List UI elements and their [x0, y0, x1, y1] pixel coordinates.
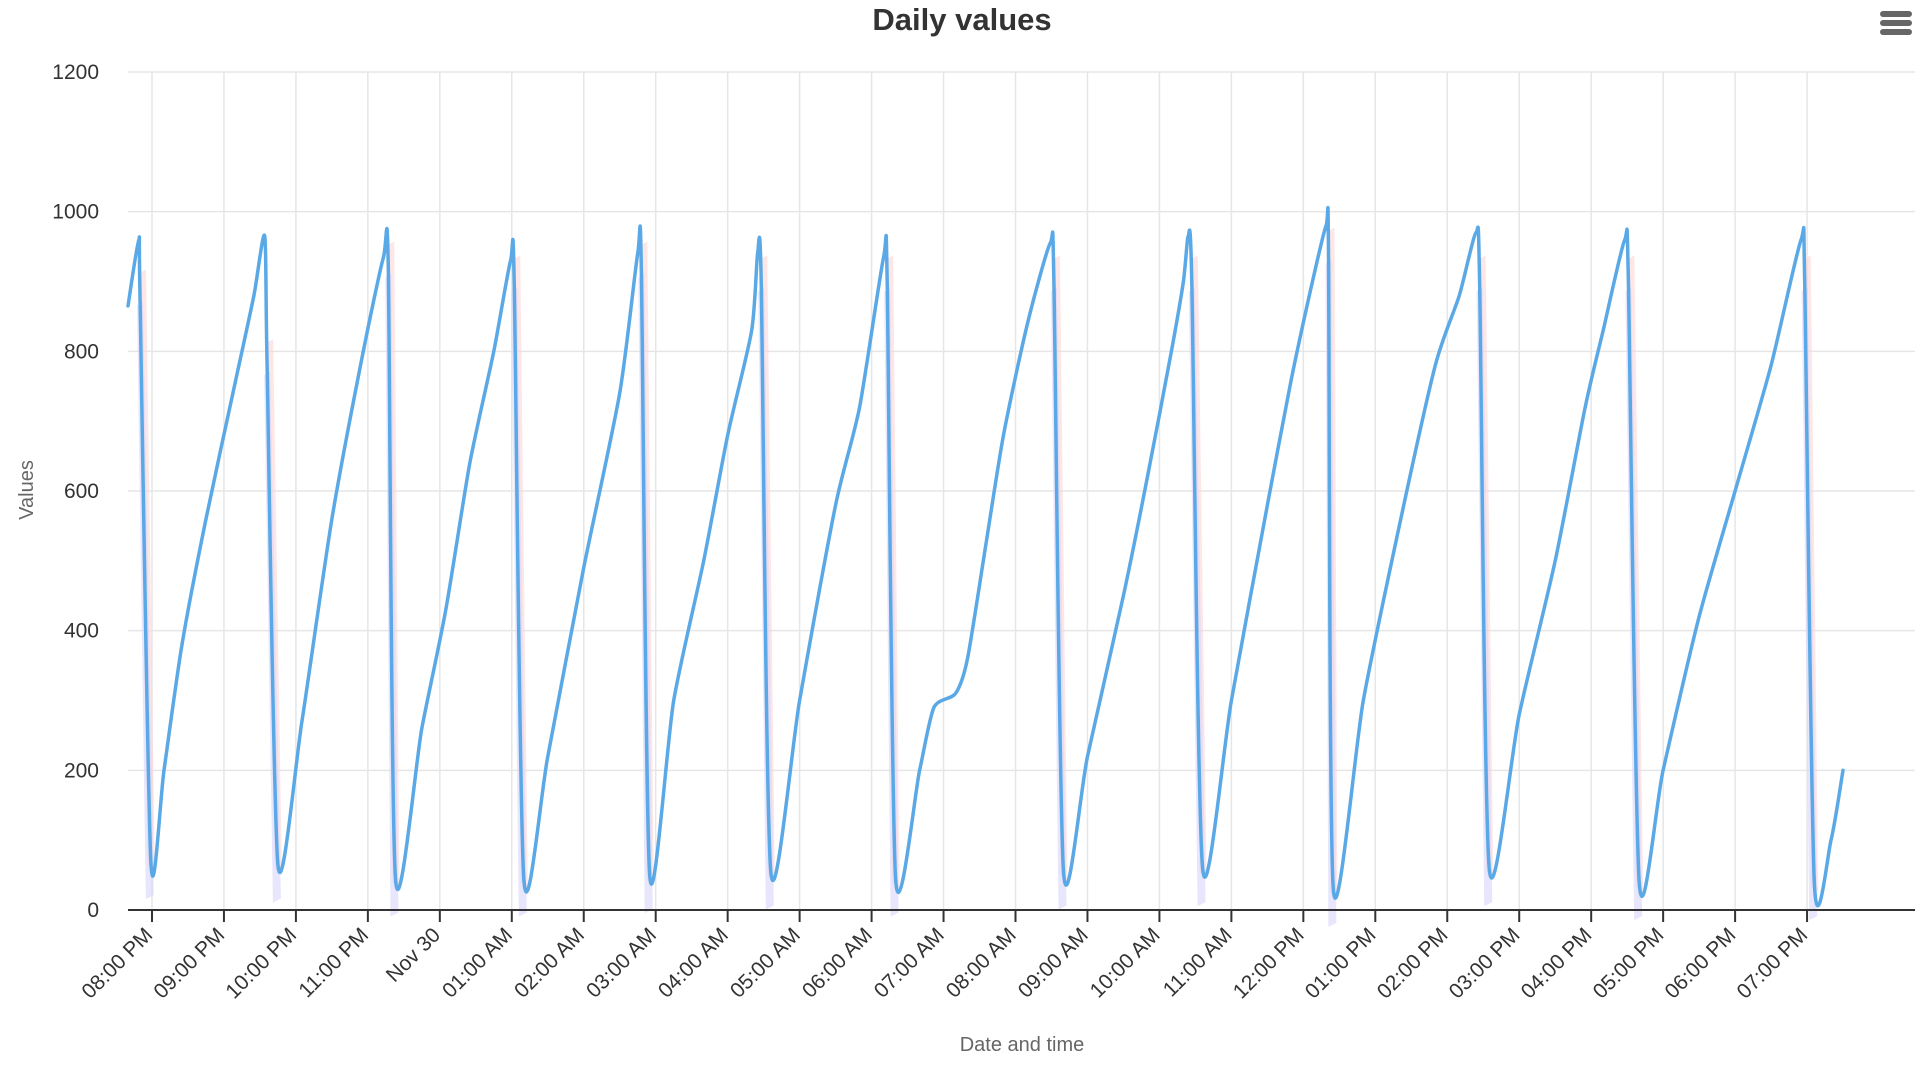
x-tick-label: 01:00 AM	[438, 924, 517, 1003]
x-tick-label: 06:00 PM	[1661, 924, 1741, 1004]
series-line	[126, 205, 1845, 908]
x-tick-label: 11:00 PM	[294, 924, 373, 1003]
y-axis-title: Values	[16, 460, 38, 520]
x-tick-label: 03:00 AM	[582, 924, 661, 1003]
x-tick-label: 04:00 AM	[654, 924, 733, 1003]
y-tick-label: 400	[64, 620, 99, 643]
x-tick-label: Nov 30	[382, 924, 445, 987]
x-tick-label: 08:00 AM	[942, 924, 1021, 1003]
y-tick-label: 1200	[52, 61, 99, 84]
x-axis-title: Date and time	[960, 1034, 1085, 1056]
y-tick-label: 1000	[52, 201, 99, 224]
series-line-layer	[126, 205, 1845, 908]
menu-bar-icon	[1880, 29, 1912, 35]
x-tick-label: 12:00 PM	[1229, 924, 1309, 1004]
x-tick-label: 09:00 PM	[149, 924, 229, 1004]
x-tick-label: 03:00 PM	[1445, 924, 1525, 1004]
x-tick-label: 07:00 PM	[1733, 924, 1813, 1004]
x-tick-label: 10:00 AM	[1086, 924, 1165, 1003]
x-tick-label: 07:00 AM	[870, 924, 949, 1003]
x-tick-label: 02:00 PM	[1373, 924, 1453, 1004]
x-tick-label: 02:00 AM	[510, 924, 589, 1003]
menu-bar-icon	[1880, 11, 1912, 17]
chart-title: Daily values	[872, 2, 1051, 37]
x-tick-label: 01:00 PM	[1301, 924, 1381, 1004]
x-tick-label: 06:00 AM	[798, 924, 877, 1003]
grid-layer	[128, 71, 1915, 910]
x-tick-label: 05:00 PM	[1589, 924, 1669, 1004]
x-tick-label: 10:00 PM	[221, 924, 301, 1004]
y-tick-label: 800	[64, 340, 99, 363]
x-tick-label: 08:00 PM	[77, 924, 157, 1004]
y-tick-label: 200	[64, 759, 99, 782]
x-tick-label: 09:00 AM	[1014, 924, 1093, 1003]
x-tick-label: 04:00 PM	[1517, 924, 1597, 1004]
y-tick-label: 0	[87, 899, 99, 922]
x-tick-label: 05:00 AM	[726, 924, 805, 1003]
y-tick-label: 600	[64, 480, 99, 503]
x-tick-label: 11:00 AM	[1159, 924, 1237, 1002]
hamburger-menu-icon[interactable]	[1878, 8, 1914, 40]
menu-bar-icon	[1880, 20, 1912, 26]
